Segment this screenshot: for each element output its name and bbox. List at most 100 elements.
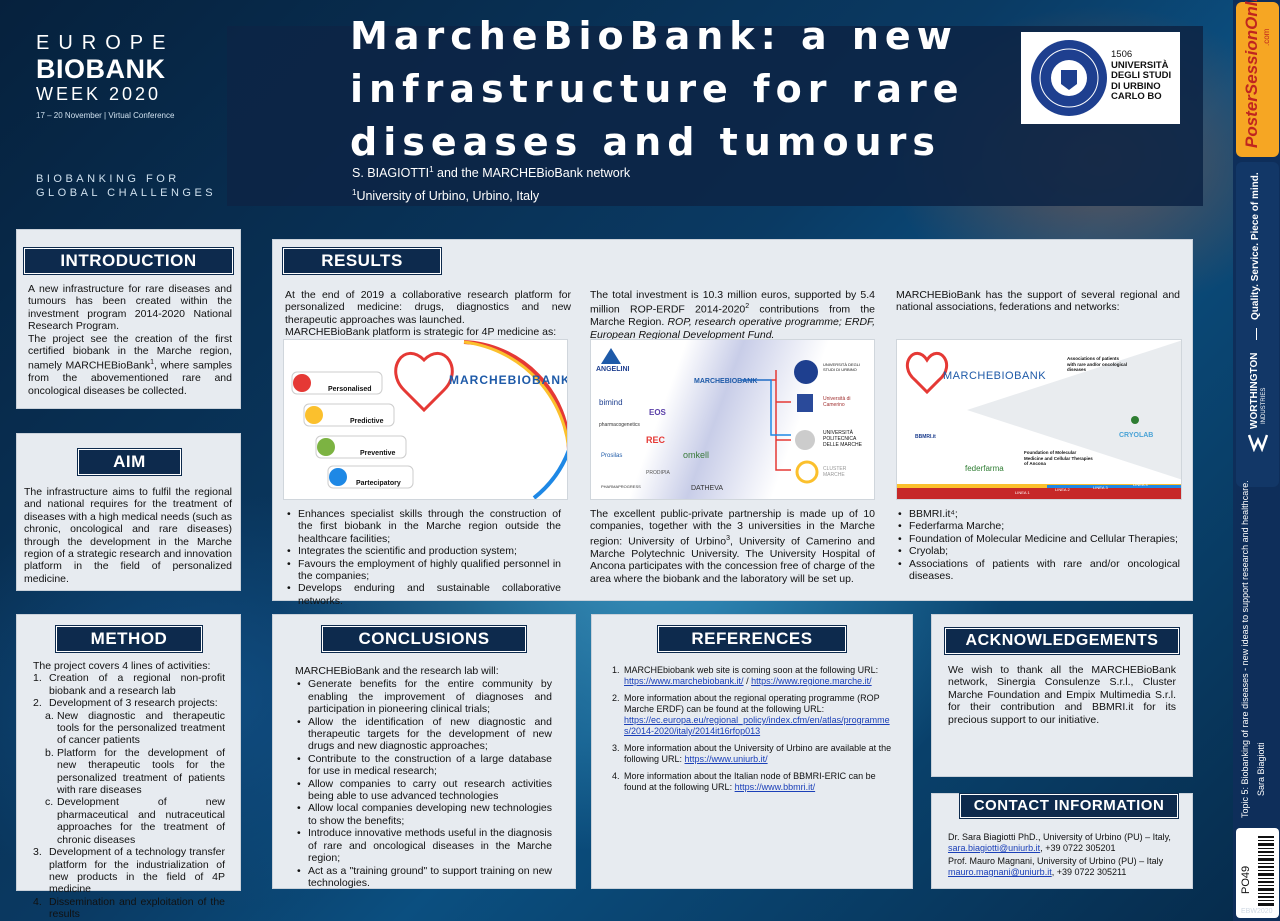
list-item: a. New diagnostic and therapeutic tools f… [45,709,225,747]
aim-text: The infrastructure aims to fulfil the re… [24,486,232,585]
fig2-company-8: PHARMAPROGRESS [601,484,641,489]
fig1-brand: MARCHEBIOBANK [449,373,568,387]
fig2-company-7: omkell [683,450,710,460]
logo-line2: DEGLI STUDI [1111,70,1172,81]
list-item: BBMRI.it⁴; [896,508,1180,521]
list-item: Enhances specialist skills through the c… [285,508,561,545]
figure-network: MARCHEBIOBANK Associations of patients w… [896,339,1182,500]
fig1-p2: Predictive [350,418,384,425]
fig2-brand: MARCHEBIOBANK [694,378,758,385]
fig2-company-10: DATHEVA [691,485,724,492]
list-item: Allow companies to carry out research ac… [295,778,552,803]
fig3-bbmri: BBMRI.it [915,434,936,440]
affiliation: 1University of Urbino, Urbino, Italy [352,188,540,204]
poster-author: Sara Biagiotti [1256,742,1266,796]
brand-name: PosterSessionOnline [1242,0,1261,148]
poster-topic: Topic 5: Biobanking of rare diseases - n… [1240,480,1250,818]
list-item: Act as a "training ground" to support tr… [295,865,552,890]
conclusions-heading: CONCLUSIONS [321,625,527,653]
authors-block: S. BIAGIOTTI1 and the MARCHEBioBank netw… [352,160,630,206]
reference-link[interactable]: https://ec.europa.eu/regional_policy/ind… [624,715,890,736]
introduction-text: A new infrastructure for rare diseases a… [28,283,232,397]
email-link[interactable]: sara.biagiotti@uniurb.it [948,843,1041,853]
references-heading: REFERENCES [657,625,847,653]
poster-title: MarcheBioBank: a new infrastructure for … [350,10,1010,169]
method-sublist: a. New diagnostic and therapeutic tools f… [33,710,225,846]
title-line3: diseases and tumours [350,120,941,164]
logo-line1: UNIVERSITÀ [1111,59,1169,71]
fig3-fondazione: Foundation of Molecular Medicine and Cel… [1024,450,1093,466]
barcode-icon [1258,836,1274,906]
figure-partnership: MARCHEBIOBANK ANGELINI bimind EOS pharma… [590,339,875,500]
list-item: Introduce innovative methods useful in t… [295,827,552,864]
sponsor-slogan: Quality. Service. Piece of mind. [1250,172,1261,320]
reference-link[interactable]: https://www.regione.marche.it/ [751,676,872,686]
contact-heading: CONTACT INFORMATION [959,793,1179,819]
reference-item: 2. More information about the regional o… [612,693,890,736]
results-col3-bullets: BBMRI.it⁴; Federfarma Marche; Foundation… [896,508,1180,582]
fig3-brand: MARCHEBIOBANK [943,370,1047,382]
method-list: 1. Creation of a regional non-profit biob… [33,672,225,920]
results-col2-partnership: The excellent public-private partnership… [590,508,875,585]
partnership-lines [601,348,819,484]
references-panel [591,614,913,889]
contact-text: Dr. Sara Biagiotti PhD., University of U… [948,832,1171,877]
figure-4p-medicine: MARCHEBIOBANK Personalised Predictive Pr… [283,339,568,500]
acknowledgements-text: We wish to thank all the MARCHEBioBank n… [948,664,1176,726]
event-tagline1: BIOBANKING FOR [36,173,180,185]
fig1-p4: Partecipatory [356,480,401,487]
authors: S. BIAGIOTTI1 and the MARCHEBioBank netw… [352,165,631,181]
acknowledgements-heading: ACKNOWLEDGEMENTS [944,627,1180,655]
fig3-line1: LINEA 1 [1015,490,1030,495]
fig2-uni-1: UNIVERSITÀ DEGLI STUDI DI URBINO [823,362,861,372]
reference-item: 4. More information about the Italian no… [612,771,876,792]
fig2-company-3: EOS [649,408,666,417]
fig2-uni-4: CLUSTER MARCHE [823,466,847,478]
reference-link[interactable]: https://www.uniurb.it/ [684,754,768,764]
reference-item: 1. MARCHEbiobank web site is coming soon… [612,665,879,686]
event-tagline2: GLOBAL CHALLENGES [36,187,217,199]
email-link[interactable]: mauro.magnani@uniurb.it [948,867,1052,877]
logo-line4: CARLO BO [1111,91,1162,102]
references-list: 1. MARCHEbiobank web site is coming soon… [612,665,892,793]
fig2-company-4: pharmacogenetics [599,422,640,428]
aim-heading: AIM [77,448,182,476]
poster-id-box: PO49 [1236,828,1279,918]
event-code: EBW2020 [1241,908,1273,915]
fig1-p1: Personalised [328,386,372,393]
sponsor-w-icon [1248,434,1268,452]
reference-link[interactable]: https://www.marchebiobank.it/ [624,676,744,686]
4p-diagram [291,340,567,499]
title-line1: MarcheBioBank: a new [350,14,958,58]
fig2-company-9: PRODIPIA [646,470,670,476]
fig3-line4: LINEA 4 [1133,482,1148,487]
results-col1-text: At the end of 2019 a collaborative resea… [285,289,571,339]
list-item: Favours the employment of highly qualifi… [285,558,561,583]
fig3-assoc: Associations of patients with rare and/o… [1067,356,1128,372]
list-item: 3. Development of a technology transfer p… [33,846,225,896]
logo-line3: DI URBINO [1111,80,1161,92]
fig1-p3: Preventive [360,450,396,457]
fig3-federfarma: federfarma [965,464,1004,473]
reference-link[interactable]: https://www.bbmri.it/ [734,782,816,792]
logo-year: 1506 [1111,49,1133,60]
conclusions-text: MARCHEBioBank and the research lab will:… [295,665,552,889]
university-seal-icon [1031,40,1107,116]
brand-com: .com [1262,28,1271,46]
list-item: 4. Dissemination and exploitation of the … [33,895,225,921]
results-heading: RESULTS [282,247,442,275]
fig2-company-6: Prosilas [601,453,623,459]
list-item: Allow the identification of new diagnost… [295,716,552,753]
fig2-company-2: bimind [599,398,623,407]
list-item: Contribute to the construction of a larg… [295,753,552,778]
method-text: The project covers 4 lines of activities… [33,660,225,921]
event-logo: EUROPE BIOBANK WEEK 2020 17 – 20 Novembe… [36,32,216,200]
event-dates: 17 – 20 November | Virtual Conference [36,111,175,120]
network-diagram [897,340,1181,499]
list-item: Develops enduring and sustainable collab… [285,582,561,607]
results-col2-text: The total investment is 10.3 million eur… [590,289,875,341]
fig2-company-1: ANGELINI [596,366,630,373]
list-item: Generate benefits for the entire communi… [295,678,552,715]
title-line2: infrastructure for rare [350,67,965,111]
list-item: 1. Creation of a regional non-profit biob… [33,672,225,697]
